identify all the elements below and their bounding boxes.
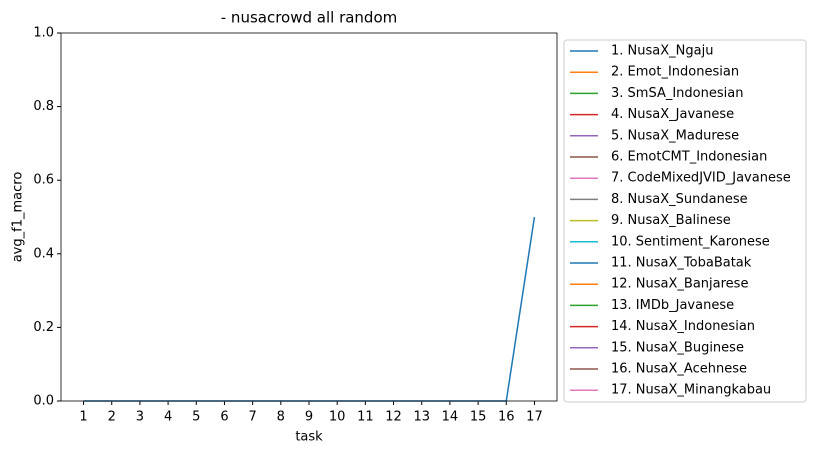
legend-label: 8. NusaX_Sundanese	[611, 192, 748, 207]
legend-label: 15. NusaX_Buginese	[611, 340, 744, 355]
legend-label: 16. NusaX_Acehnese	[611, 362, 747, 377]
legend-label: 11. NusaX_TobaBatak	[611, 256, 752, 271]
x-tick-label: 4	[164, 410, 172, 425]
x-tick-label: 9	[305, 410, 313, 425]
chart-title: - nusacrowd all random	[221, 9, 398, 27]
x-tick-label: 2	[108, 410, 116, 425]
legend-label: 13. IMDb_Javanese	[611, 298, 734, 313]
y-tick-label: 0.0	[33, 394, 54, 409]
y-axis-label: avg_f1_macro	[11, 172, 26, 263]
x-tick-label: 13	[413, 410, 430, 425]
legend-label: 6. EmotCMT_Indonesian	[611, 150, 767, 165]
x-tick-label: 17	[526, 410, 543, 425]
legend-box	[563, 39, 807, 403]
y-tick-label: 0.4	[33, 246, 54, 261]
x-tick-label: 7	[248, 410, 256, 425]
x-tick-label: 14	[442, 410, 459, 425]
y-tick-label: 0.8	[33, 99, 54, 114]
x-tick-label: 11	[357, 410, 374, 425]
legend-label: 14. NusaX_Indonesian	[611, 319, 755, 334]
x-axis-label: task	[295, 430, 323, 445]
x-tick-label: 16	[498, 410, 515, 425]
legend-label: 3. SmSA_Indonesian	[611, 86, 743, 101]
legend-label: 4. NusaX_Javanese	[611, 107, 734, 122]
legend-label: 2. Emot_Indonesian	[611, 65, 739, 80]
x-tick-label: 5	[192, 410, 200, 425]
legend-label: 1. NusaX_Ngaju	[611, 44, 713, 59]
legend-label: 10. Sentiment_Karonese	[611, 234, 770, 249]
legend-label: 9. NusaX_Balinese	[611, 213, 731, 228]
x-tick-label: 12	[385, 410, 402, 425]
y-tick-label: 0.2	[33, 320, 54, 335]
x-tick-label: 10	[329, 410, 346, 425]
x-tick-label: 1	[79, 410, 87, 425]
x-tick-label: 15	[470, 410, 487, 425]
y-tick-label: 0.6	[33, 173, 54, 188]
plot-frame	[60, 32, 558, 402]
x-tick-label: 8	[277, 410, 285, 425]
legend-label: 12. NusaX_Banjarese	[611, 277, 748, 292]
y-tick-label: 1.0	[33, 26, 54, 41]
legend-label: 17. NusaX_Minangkabau	[611, 383, 771, 398]
x-tick-label: 6	[220, 410, 228, 425]
legend-label: 7. CodeMixedJVID_Javanese	[611, 171, 791, 186]
legend-label: 5. NusaX_Madurese	[611, 128, 739, 143]
x-tick-label: 3	[136, 410, 144, 425]
